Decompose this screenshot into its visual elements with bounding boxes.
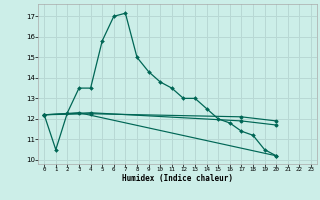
X-axis label: Humidex (Indice chaleur): Humidex (Indice chaleur)	[122, 174, 233, 183]
